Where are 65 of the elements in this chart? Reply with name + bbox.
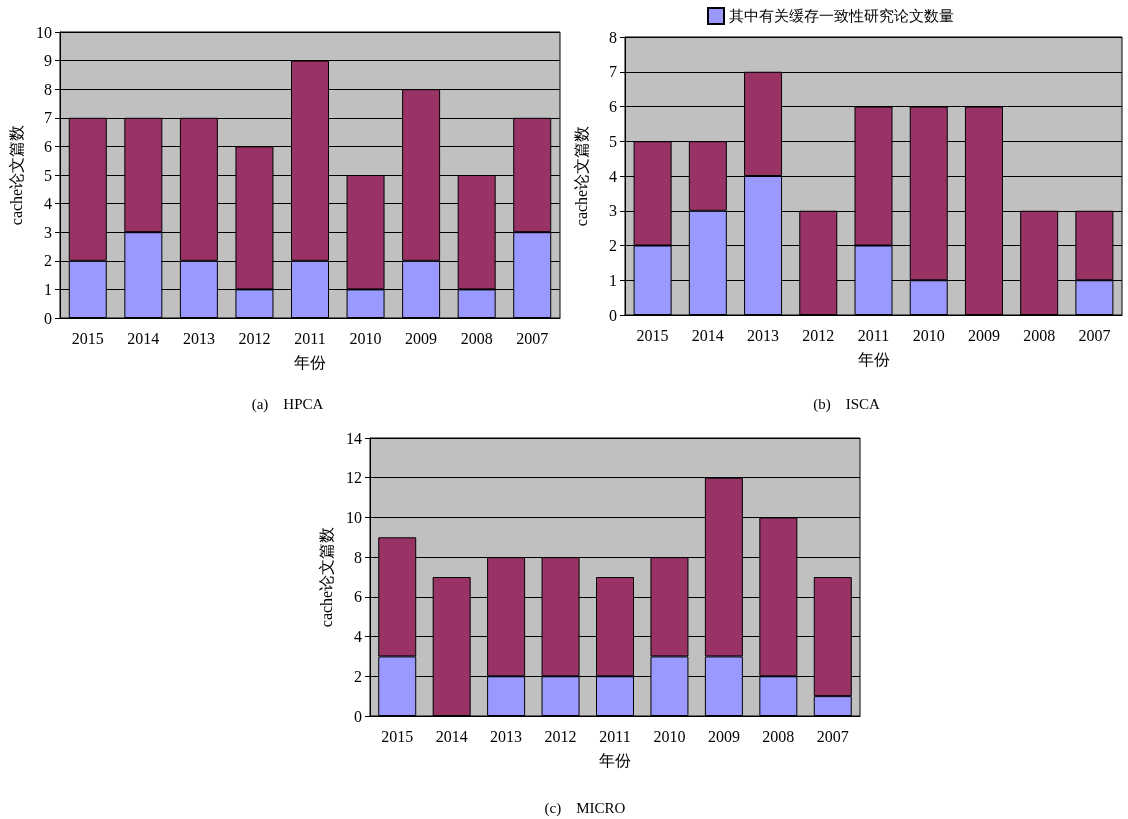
- y-tick-label: 8: [44, 80, 52, 98]
- y-tick-label: 1: [44, 280, 52, 298]
- x-tick-label: 2007: [516, 329, 549, 347]
- x-tick-label: 2009: [707, 727, 740, 745]
- x-tick-label: 2012: [544, 727, 577, 745]
- y-tick-label: 2: [354, 667, 362, 685]
- x-tick-label: 2007: [1078, 326, 1111, 344]
- x-tick-label: 2014: [691, 326, 724, 344]
- y-tick-label: 3: [609, 202, 617, 220]
- x-tick-label: 2007: [816, 727, 849, 745]
- x-axis-title: 年份: [599, 751, 631, 769]
- y-tick-label: 5: [609, 132, 617, 150]
- y-tick-label: 5: [44, 166, 52, 184]
- y-tick-label: 4: [44, 195, 52, 213]
- x-tick-label: 2009: [967, 326, 1000, 344]
- y-tick-label: 2: [44, 252, 52, 270]
- x-axis-title: 年份: [294, 353, 326, 371]
- x-tick-label: 2011: [857, 326, 890, 344]
- y-axis-title: cache论文篇数: [317, 526, 335, 628]
- y-tick-label: 8: [354, 548, 362, 566]
- y-axis-title: cache论文篇数: [7, 124, 25, 226]
- y-tick-label: 14: [346, 429, 362, 447]
- x-tick-label: 2010: [912, 326, 945, 344]
- y-tick-label: 9: [44, 52, 52, 70]
- y-tick-label: 2: [609, 237, 617, 254]
- y-tick-label: 4: [609, 167, 617, 185]
- x-tick-label: 2015: [71, 329, 104, 347]
- y-tick-label: 10: [36, 23, 52, 41]
- x-axis-title: 年份: [857, 350, 890, 368]
- legend-label: 其中有关缓存一致性研究论文数量: [729, 8, 954, 24]
- y-tick-label: 0: [354, 707, 362, 725]
- x-tick-label: 2010: [653, 727, 686, 745]
- y-tick-label: 10: [346, 508, 362, 526]
- x-tick-label: 2013: [182, 329, 215, 347]
- x-tick-label: 2008: [460, 329, 493, 347]
- y-tick-label: 3: [44, 223, 52, 241]
- y-tick-label: 8: [609, 28, 617, 46]
- y-tick-label: 1: [609, 271, 617, 289]
- y-tick-label: 6: [44, 137, 52, 155]
- text: (b) ISCA: [813, 395, 880, 413]
- x-tick-label: 2014: [435, 727, 468, 745]
- y-tick-label: 7: [609, 63, 617, 81]
- y-axis-title: cache论文篇数: [572, 125, 590, 227]
- y-tick-label: 4: [354, 628, 362, 646]
- x-tick-label: 2011: [294, 329, 326, 347]
- x-tick-label: 2010: [349, 329, 382, 347]
- x-tick-label: 2013: [490, 727, 523, 745]
- y-tick-label: 0: [609, 306, 617, 324]
- x-tick-label: 2012: [238, 329, 271, 347]
- y-tick-label: 0: [44, 309, 52, 327]
- text: (c) MICRO: [544, 799, 626, 817]
- x-tick-label: 2009: [405, 329, 438, 347]
- text: (a) HPCA: [251, 395, 324, 413]
- x-tick-label: 2013: [747, 326, 780, 344]
- x-tick-label: 2008: [762, 727, 795, 745]
- x-tick-label: 2008: [1023, 326, 1056, 344]
- x-tick-label: 2015: [636, 326, 669, 344]
- x-tick-label: 2012: [802, 326, 835, 344]
- y-tick-label: 12: [346, 469, 362, 487]
- y-tick-label: 7: [44, 109, 52, 127]
- x-tick-label: 2015: [381, 727, 414, 745]
- x-tick-label: 2011: [599, 727, 631, 745]
- x-tick-label: 2014: [127, 329, 160, 347]
- y-tick-label: 6: [354, 588, 362, 606]
- y-tick-label: 6: [609, 98, 617, 115]
